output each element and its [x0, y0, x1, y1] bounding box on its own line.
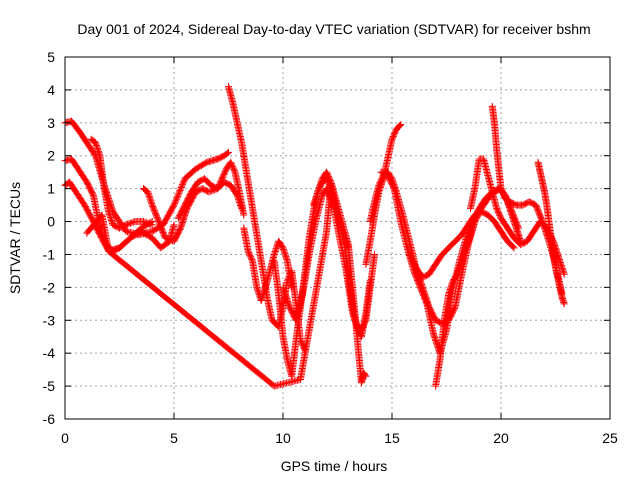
- data-point: [178, 181, 186, 189]
- data-point: [122, 221, 130, 229]
- data-point: [180, 178, 188, 186]
- data-points-layer: [61, 83, 568, 390]
- y-tick-label: 4: [47, 82, 55, 98]
- data-point: [129, 218, 137, 226]
- y-tick-label: 5: [47, 49, 55, 65]
- data-point: [144, 219, 152, 227]
- data-point: [230, 167, 238, 175]
- data-point: [171, 198, 179, 206]
- data-point: [174, 191, 182, 199]
- data-point: [170, 221, 178, 229]
- series-outliers: [83, 178, 370, 390]
- x-axis-label: GPS time / hours: [281, 458, 388, 474]
- data-point: [396, 121, 404, 129]
- data-point: [176, 186, 184, 194]
- data-point: [128, 219, 136, 227]
- data-point: [172, 197, 180, 205]
- data-point: [163, 235, 171, 243]
- data-point: [361, 371, 369, 379]
- data-point: [366, 277, 374, 285]
- series-sat-f: [174, 158, 248, 222]
- data-point: [161, 234, 169, 242]
- x-tick-label: 25: [602, 430, 618, 446]
- data-point: [208, 187, 216, 195]
- data-point: [141, 218, 149, 226]
- series-sat-d: [87, 135, 156, 232]
- data-point: [240, 211, 248, 219]
- x-tick-label: 15: [384, 430, 400, 446]
- data-point: [148, 221, 156, 229]
- y-tick-label: -1: [43, 246, 56, 262]
- axis-layer: 0 5 10 15 20 25 -6 -5 -4 -3 -2 -1 0 1 2 3 4 5: [43, 49, 618, 446]
- data-point: [173, 194, 181, 202]
- x-tick-label: 20: [493, 430, 509, 446]
- data-point: [147, 220, 155, 228]
- y-tick-label: -4: [43, 345, 56, 361]
- data-point: [170, 201, 178, 209]
- data-point: [371, 250, 379, 258]
- y-axis-label: SDTVAR / TECUs: [7, 182, 23, 294]
- series-sat-p: [432, 218, 479, 390]
- data-point: [177, 185, 185, 193]
- series-sat-b: [61, 155, 178, 255]
- y-tick-label: 2: [47, 148, 55, 164]
- data-point: [172, 195, 180, 203]
- data-point: [288, 283, 296, 291]
- plot-frame: [64, 56, 611, 420]
- y-tick-label: -6: [43, 411, 56, 427]
- y-tick-label: -5: [43, 378, 56, 394]
- data-point: [362, 372, 370, 380]
- data-point: [123, 220, 131, 228]
- series-sat-s: [534, 158, 568, 308]
- data-point: [171, 200, 179, 208]
- y-tick-label: -2: [43, 279, 56, 295]
- x-tick-label: 5: [170, 430, 178, 446]
- y-tick-label: -3: [43, 312, 56, 328]
- data-point: [179, 179, 187, 187]
- data-point: [390, 183, 398, 191]
- data-point: [139, 218, 147, 226]
- series-sat-r: [488, 102, 566, 298]
- data-point: [509, 243, 517, 251]
- data-point: [175, 188, 183, 196]
- y-tick-label: 3: [47, 115, 55, 131]
- data-point: [514, 224, 522, 232]
- x-tick-label: 0: [61, 430, 69, 446]
- y-tick-label: 1: [47, 181, 55, 197]
- data-point: [223, 149, 231, 157]
- data-point: [422, 298, 430, 306]
- data-point: [225, 148, 232, 156]
- data-point: [178, 182, 186, 190]
- data-point: [397, 120, 405, 128]
- data-point: [145, 220, 153, 228]
- y-tick-label: 0: [47, 214, 55, 230]
- data-point: [560, 270, 568, 278]
- chart-title: Day 001 of 2024, Sidereal Day-to-day VTE…: [77, 21, 590, 37]
- data-point: [174, 192, 182, 200]
- data-point: [510, 244, 518, 252]
- data-point: [126, 219, 134, 227]
- data-point: [125, 220, 133, 228]
- data-point: [471, 218, 479, 226]
- data-point: [560, 300, 568, 308]
- data-point: [175, 189, 183, 197]
- data-point: [206, 187, 214, 195]
- data-point: [514, 223, 522, 231]
- data-point: [164, 235, 172, 243]
- x-tick-label: 10: [275, 430, 291, 446]
- series-sat-h: [240, 224, 296, 305]
- data-point: [142, 219, 150, 227]
- data-point: [248, 256, 256, 264]
- data-point: [205, 188, 213, 196]
- data-point: [177, 184, 185, 192]
- data-point: [89, 190, 97, 198]
